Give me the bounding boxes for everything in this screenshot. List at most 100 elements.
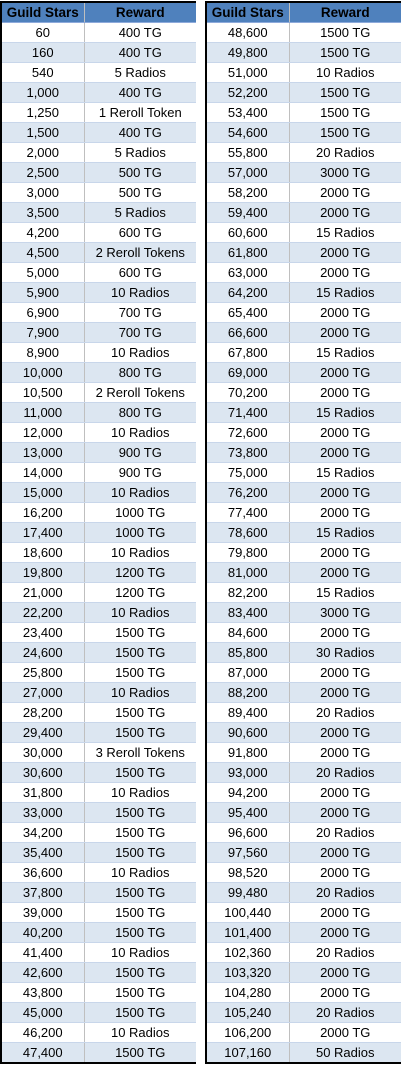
guild-stars-cell[interactable]: 61,800 [206, 242, 290, 263]
guild-stars-cell[interactable]: 14,000 [1, 462, 85, 483]
guild-stars-cell[interactable]: 103,320 [206, 962, 290, 983]
reward-cell[interactable]: 1000 TG [84, 502, 198, 523]
guild-stars-cell[interactable]: 12,000 [1, 422, 85, 443]
reward-cell[interactable]: 20 Radios [289, 142, 401, 163]
reward-cell[interactable]: 1500 TG [289, 42, 401, 63]
reward-cell[interactable]: 3000 TG [289, 602, 401, 623]
guild-stars-cell[interactable]: 17,400 [1, 522, 85, 543]
reward-cell[interactable]: 1500 TG [289, 102, 401, 123]
guild-stars-cell[interactable]: 89,400 [206, 702, 290, 723]
guild-stars-cell[interactable]: 64,200 [206, 282, 290, 303]
reward-cell[interactable]: 1500 TG [84, 822, 198, 843]
reward-cell[interactable]: 10 Radios [84, 1022, 198, 1043]
reward-cell[interactable]: 1200 TG [84, 562, 198, 583]
guild-stars-cell[interactable]: 6,900 [1, 302, 85, 323]
guild-stars-cell[interactable]: 88,200 [206, 682, 290, 703]
reward-cell[interactable]: 1500 TG [84, 762, 198, 783]
reward-cell[interactable]: 5 Radios [84, 62, 198, 83]
reward-cell[interactable]: 2000 TG [289, 802, 401, 823]
reward-cell[interactable]: 1500 TG [84, 1002, 198, 1023]
reward-cell[interactable]: 2000 TG [289, 302, 401, 323]
guild-stars-cell[interactable]: 97,560 [206, 842, 290, 863]
guild-stars-cell[interactable]: 40,200 [1, 922, 85, 943]
reward-cell[interactable]: 2000 TG [289, 322, 401, 343]
guild-stars-cell[interactable]: 78,600 [206, 522, 290, 543]
reward-cell[interactable]: 20 Radios [289, 882, 401, 903]
guild-stars-cell[interactable]: 55,800 [206, 142, 290, 163]
guild-stars-cell[interactable]: 59,400 [206, 202, 290, 223]
guild-stars-cell[interactable]: 160 [1, 42, 85, 63]
reward-cell[interactable]: 20 Radios [289, 942, 401, 963]
guild-stars-cell[interactable]: 1,000 [1, 82, 85, 103]
reward-cell[interactable]: 10 Radios [84, 282, 198, 303]
reward-cell[interactable]: 700 TG [84, 302, 198, 323]
reward-cell[interactable]: 3000 TG [289, 162, 401, 183]
guild-stars-cell[interactable]: 90,600 [206, 722, 290, 743]
reward-cell[interactable]: 1500 TG [84, 642, 198, 663]
reward-cell[interactable]: 15 Radios [289, 342, 401, 363]
guild-stars-cell[interactable]: 70,200 [206, 382, 290, 403]
guild-stars-cell[interactable]: 93,000 [206, 762, 290, 783]
guild-stars-cell[interactable]: 107,160 [206, 1042, 290, 1064]
reward-cell[interactable]: 10 Radios [84, 782, 198, 803]
reward-cell[interactable]: 400 TG [84, 42, 198, 63]
reward-cell[interactable]: 10 Radios [84, 862, 198, 883]
guild-stars-cell[interactable]: 31,800 [1, 782, 85, 803]
reward-cell[interactable]: 400 TG [84, 122, 198, 143]
guild-stars-cell[interactable]: 100,440 [206, 902, 290, 923]
reward-cell[interactable]: 600 TG [84, 222, 198, 243]
guild-stars-cell[interactable]: 91,800 [206, 742, 290, 763]
reward-cell[interactable]: 2000 TG [289, 962, 401, 983]
reward-cell[interactable]: 1500 TG [289, 82, 401, 103]
guild-stars-cell[interactable]: 1,500 [1, 122, 85, 143]
guild-stars-cell[interactable]: 46,200 [1, 1022, 85, 1043]
reward-cell[interactable]: 2000 TG [289, 562, 401, 583]
reward-cell[interactable]: 10 Radios [84, 602, 198, 623]
reward-cell[interactable]: 10 Radios [84, 422, 198, 443]
reward-cell[interactable]: 2000 TG [289, 422, 401, 443]
reward-cell[interactable]: 5 Radios [84, 142, 198, 163]
guild-stars-header[interactable]: Guild Stars [206, 2, 290, 23]
guild-stars-cell[interactable]: 7,900 [1, 322, 85, 343]
reward-cell[interactable]: 700 TG [84, 322, 198, 343]
reward-cell[interactable]: 2000 TG [289, 742, 401, 763]
guild-stars-cell[interactable]: 66,600 [206, 322, 290, 343]
guild-stars-cell[interactable]: 65,400 [206, 302, 290, 323]
guild-stars-cell[interactable]: 83,400 [206, 602, 290, 623]
guild-stars-cell[interactable]: 58,200 [206, 182, 290, 203]
reward-cell[interactable]: 800 TG [84, 402, 198, 423]
reward-cell[interactable]: 3 Reroll Tokens [84, 742, 198, 763]
guild-stars-cell[interactable]: 36,600 [1, 862, 85, 883]
guild-stars-cell[interactable]: 84,600 [206, 622, 290, 643]
guild-stars-cell[interactable]: 4,200 [1, 222, 85, 243]
guild-stars-cell[interactable]: 48,600 [206, 22, 290, 43]
guild-stars-cell[interactable]: 99,480 [206, 882, 290, 903]
reward-cell[interactable]: 2000 TG [289, 902, 401, 923]
reward-cell[interactable]: 500 TG [84, 182, 198, 203]
reward-cell[interactable]: 2000 TG [289, 382, 401, 403]
guild-stars-header[interactable]: Guild Stars [1, 2, 85, 23]
reward-cell[interactable]: 400 TG [84, 82, 198, 103]
reward-cell[interactable]: 1500 TG [84, 902, 198, 923]
reward-cell[interactable]: 2000 TG [289, 1022, 401, 1043]
guild-stars-cell[interactable]: 8,900 [1, 342, 85, 363]
guild-stars-cell[interactable]: 60 [1, 22, 85, 43]
reward-cell[interactable]: 2000 TG [289, 202, 401, 223]
reward-cell[interactable]: 900 TG [84, 442, 198, 463]
guild-stars-cell[interactable]: 98,520 [206, 862, 290, 883]
reward-cell[interactable]: 1500 TG [84, 982, 198, 1003]
reward-cell[interactable]: 15 Radios [289, 222, 401, 243]
guild-stars-cell[interactable]: 79,800 [206, 542, 290, 563]
reward-cell[interactable]: 30 Radios [289, 642, 401, 663]
guild-stars-cell[interactable]: 25,800 [1, 662, 85, 683]
guild-stars-cell[interactable]: 72,600 [206, 422, 290, 443]
guild-stars-cell[interactable]: 16,200 [1, 502, 85, 523]
reward-cell[interactable]: 20 Radios [289, 702, 401, 723]
reward-cell[interactable]: 1500 TG [84, 662, 198, 683]
reward-cell[interactable]: 10 Radios [84, 942, 198, 963]
guild-stars-cell[interactable]: 71,400 [206, 402, 290, 423]
reward-cell[interactable]: 2000 TG [289, 542, 401, 563]
reward-cell[interactable]: 2000 TG [289, 242, 401, 263]
guild-stars-cell[interactable]: 10,500 [1, 382, 85, 403]
reward-cell[interactable]: 2000 TG [289, 262, 401, 283]
